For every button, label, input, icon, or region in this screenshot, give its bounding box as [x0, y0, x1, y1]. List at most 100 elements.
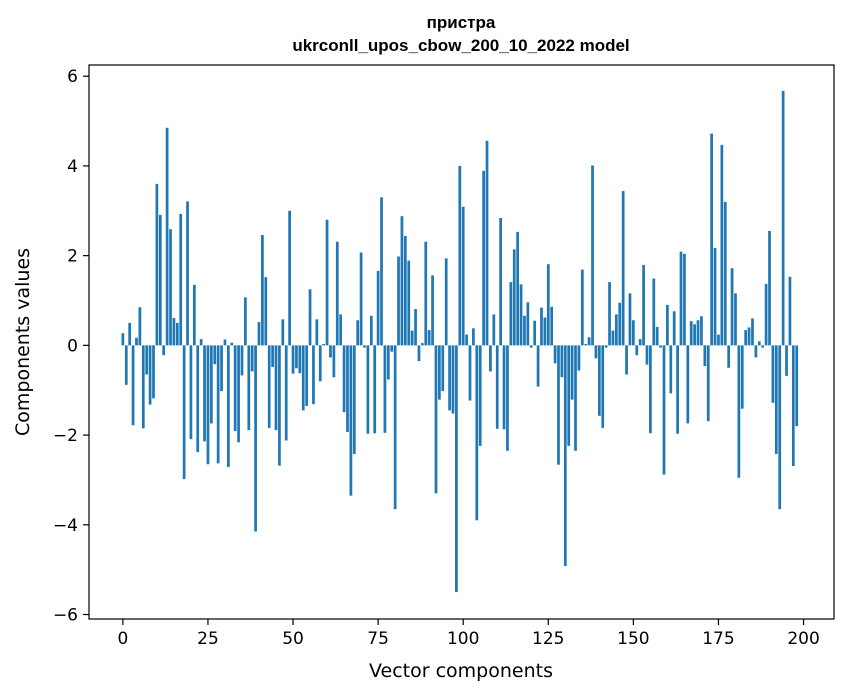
- bar: [635, 345, 639, 356]
- bar: [291, 345, 295, 374]
- bar: [322, 344, 326, 346]
- bar: [485, 140, 489, 346]
- bar: [717, 334, 720, 346]
- bar: [223, 339, 227, 346]
- bar: [342, 345, 346, 413]
- bar: [509, 282, 513, 346]
- bars-group: [121, 91, 799, 593]
- bar: [693, 324, 696, 346]
- x-tick-label: 50: [282, 629, 304, 649]
- x-tick-label: 25: [197, 629, 219, 649]
- bar: [189, 345, 193, 440]
- y-tick-label: −4: [53, 516, 78, 536]
- y-tick-label: 0: [67, 336, 78, 356]
- bar: [424, 241, 428, 346]
- bar: [764, 283, 768, 346]
- bar: [574, 345, 577, 451]
- bar: [618, 302, 622, 346]
- bar: [407, 260, 411, 346]
- bar: [526, 302, 530, 346]
- bar: [543, 317, 547, 346]
- bar: [298, 345, 302, 374]
- bar: [261, 235, 264, 346]
- bar: [397, 256, 400, 346]
- bar: [771, 345, 775, 403]
- bar: [550, 306, 554, 346]
- bar: [757, 341, 761, 346]
- bar: [417, 345, 421, 362]
- x-axis-ticks: 0 25 50 75 100 125 150 175 200: [117, 619, 820, 649]
- bar: [713, 248, 717, 346]
- bar: [461, 206, 465, 346]
- bar: [768, 230, 771, 346]
- bar: [244, 297, 247, 346]
- x-tick-label: 200: [787, 629, 819, 649]
- bar: [662, 345, 666, 475]
- bar: [516, 231, 520, 346]
- bar: [536, 345, 540, 387]
- bar: [315, 319, 319, 346]
- bar: [519, 284, 523, 346]
- bar: [601, 345, 605, 428]
- bar: [332, 345, 336, 378]
- bar: [448, 345, 451, 411]
- bar: [754, 345, 758, 358]
- bar: [335, 241, 339, 346]
- bar: [220, 345, 223, 392]
- bar: [444, 258, 448, 346]
- bar: [175, 322, 179, 346]
- bar: [237, 345, 240, 443]
- bar: [386, 345, 390, 380]
- bar: [257, 322, 261, 346]
- bar: [744, 330, 748, 346]
- y-tick-label: 2: [67, 247, 78, 267]
- bar: [427, 330, 431, 346]
- bar: [203, 345, 206, 442]
- chart-subtitle: ukrconll_upos_cbow_200_10_2022 model: [292, 36, 629, 55]
- bar: [373, 345, 377, 434]
- bar: [254, 345, 257, 532]
- bar: [346, 345, 349, 432]
- bar: [567, 345, 571, 446]
- bar: [393, 345, 397, 510]
- bar: [124, 345, 128, 385]
- bar: [349, 345, 353, 496]
- bar: [703, 345, 707, 366]
- bar: [669, 345, 673, 394]
- bar: [155, 183, 159, 346]
- bar: [492, 314, 496, 346]
- bar: [720, 144, 724, 346]
- bar: [376, 270, 380, 346]
- bar: [642, 265, 645, 346]
- bar: [683, 253, 686, 346]
- bar: [230, 342, 234, 346]
- bar: [502, 345, 506, 430]
- bar: [301, 345, 305, 411]
- bar: [533, 320, 537, 346]
- bar: [778, 345, 782, 510]
- bar: [570, 345, 574, 400]
- bar: [274, 345, 278, 431]
- bar: [247, 345, 251, 431]
- bar: [560, 345, 564, 378]
- bar: [621, 191, 625, 346]
- bar: [206, 345, 210, 465]
- bar: [312, 345, 315, 405]
- bar: [594, 345, 598, 359]
- bar: [339, 314, 343, 346]
- bar: [403, 235, 407, 346]
- bar: [553, 345, 557, 364]
- y-tick-label: 4: [67, 157, 78, 177]
- bar: [737, 345, 741, 478]
- bar: [148, 345, 152, 405]
- bar: [580, 269, 584, 346]
- bar: [451, 345, 455, 414]
- bar: [318, 345, 322, 382]
- chart-title: пристра: [427, 13, 496, 32]
- bar: [420, 343, 424, 346]
- bar: [182, 345, 186, 480]
- bar: [652, 278, 656, 346]
- bar: [264, 277, 268, 346]
- bar: [628, 293, 632, 346]
- bar: [468, 345, 472, 401]
